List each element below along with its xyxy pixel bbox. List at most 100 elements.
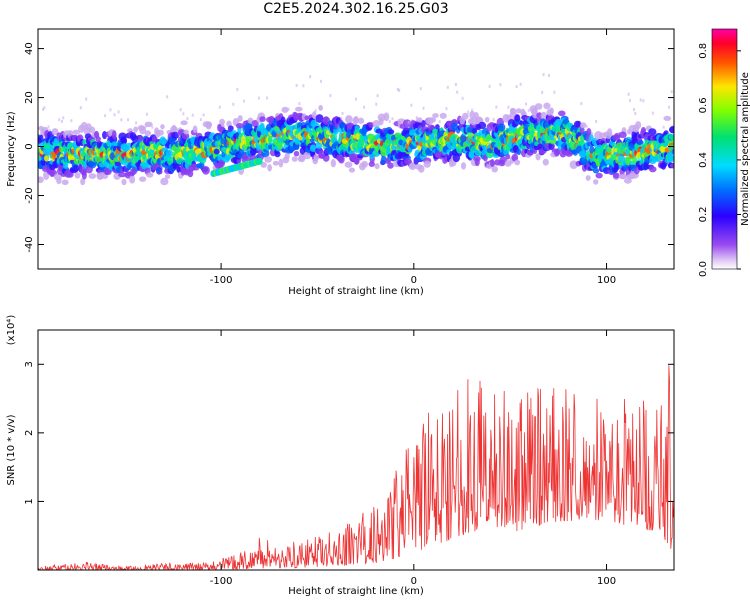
heatmap-cell	[361, 160, 369, 168]
heatmap-cell	[474, 158, 480, 167]
heatmap-cell	[499, 83, 502, 87]
heatmap-cell	[669, 163, 674, 169]
heatmap-cell	[41, 160, 47, 166]
x-tick-label: 100	[597, 275, 616, 286]
heatmap-cell	[145, 172, 154, 178]
heatmap-cell	[202, 113, 205, 117]
heatmap-cell	[121, 178, 127, 186]
heatmap-cell	[667, 155, 674, 163]
colorbar: 0.0 0.2 0.4 0.6 0.8 Normalized spectral ampl…	[698, 28, 750, 277]
heatmap-cell	[497, 123, 506, 132]
heatmap-cell	[648, 128, 657, 136]
heatmap-cell	[192, 125, 198, 133]
heatmap-cell	[376, 94, 379, 98]
y-tick-label: -20	[24, 187, 35, 203]
heatmap-cell	[114, 161, 122, 167]
snr-frame	[37, 329, 675, 571]
heatmap-cell	[558, 110, 566, 117]
heatmap-cell	[348, 167, 356, 173]
heatmap-cell	[374, 163, 380, 170]
heatmap-cell	[144, 130, 152, 137]
heatmap-cell	[637, 139, 644, 145]
heatmap-cell	[127, 118, 130, 122]
heatmap-cell	[205, 121, 212, 130]
heatmap-cell	[302, 84, 305, 88]
heatmap-cell	[484, 116, 490, 123]
x-tick-label: 0	[411, 275, 417, 286]
heatmap-cell	[357, 117, 365, 124]
heatmap-cell	[295, 83, 298, 87]
y-tick-label: 2	[24, 430, 35, 436]
heatmap-cell	[309, 144, 317, 153]
heatmap-cell	[642, 99, 645, 103]
heatmap-cell	[569, 160, 578, 170]
heatmap-cell	[492, 117, 495, 121]
y-tick-label: -40	[24, 236, 35, 252]
heatmap-cell	[121, 137, 127, 146]
x-tick-label: 0	[411, 576, 417, 587]
heatmap-cell	[416, 117, 423, 123]
heatmap-cell	[515, 108, 522, 114]
heatmap-cell	[259, 116, 266, 122]
heatmap-cell	[383, 112, 390, 121]
colorbar-tick-label: 0.6	[698, 97, 709, 113]
heatmap-cell	[58, 118, 61, 122]
heatmap-cell	[265, 96, 268, 100]
heatmap-cell	[353, 115, 359, 124]
heatmap-cell	[446, 85, 449, 89]
heatmap-cell	[183, 129, 189, 135]
heatmap-cell	[409, 129, 416, 136]
heatmap-cell	[651, 111, 654, 115]
heatmap-cell	[519, 82, 522, 86]
heatmap-cell	[504, 160, 512, 167]
heatmap-cell	[514, 114, 521, 122]
heatmap-cell	[251, 120, 259, 127]
x-tick-label: -100	[210, 576, 233, 587]
heatmap-cell	[284, 152, 290, 160]
heatmap-cell	[281, 106, 289, 113]
colorbar-axis: 0.0 0.2 0.4 0.6 0.8	[698, 43, 741, 277]
heatmap-cell	[117, 110, 120, 114]
spectrogram-x-axis: -100 0 100	[210, 29, 616, 286]
heatmap-cell	[387, 129, 395, 135]
heatmap-cell	[663, 115, 672, 121]
heatmap-cell	[490, 159, 495, 168]
snr-x-label: Height of straight line (km)	[288, 586, 424, 597]
heatmap-cell	[165, 149, 174, 158]
heatmap-cell	[88, 173, 97, 179]
heatmap-cell	[276, 142, 283, 150]
heatmap-cell	[56, 177, 62, 185]
heatmap-cell	[213, 148, 220, 155]
heatmap-cell	[670, 90, 673, 94]
heatmap-cell	[274, 150, 281, 158]
heatmap-cell	[144, 125, 147, 129]
snr-y-axis: 1 2 3	[24, 361, 674, 505]
heatmap-cell	[62, 116, 65, 120]
heatmap-cell	[227, 125, 234, 132]
heatmap-cell	[109, 108, 112, 112]
heatmap-cell	[606, 128, 613, 137]
heatmap-cell	[432, 113, 439, 118]
heatmap-cell	[89, 126, 96, 134]
heatmap-cell	[507, 105, 510, 109]
spectrogram-x-label: Height of straight line (km)	[288, 286, 424, 297]
heatmap-cell	[340, 116, 343, 120]
heatmap-cell	[632, 156, 638, 163]
heatmap-cell	[580, 102, 583, 106]
heatmap-cell	[79, 106, 82, 110]
heatmap-cell	[104, 114, 107, 118]
heatmap-cell	[534, 103, 543, 110]
heatmap-cell	[181, 132, 190, 140]
heatmap-cell	[287, 107, 290, 111]
heatmap-cell	[218, 105, 221, 109]
heatmap-cell	[337, 156, 344, 162]
heatmap-cell	[304, 115, 310, 121]
heatmap-cell	[467, 110, 470, 114]
heatmap-cell	[182, 112, 185, 116]
heatmap-cell	[516, 148, 522, 156]
heatmap-cell	[319, 79, 322, 83]
heatmap-cell	[344, 161, 353, 168]
heatmap-cell	[421, 119, 426, 128]
heatmap-cell	[585, 175, 591, 181]
heatmap-cell	[85, 97, 88, 101]
